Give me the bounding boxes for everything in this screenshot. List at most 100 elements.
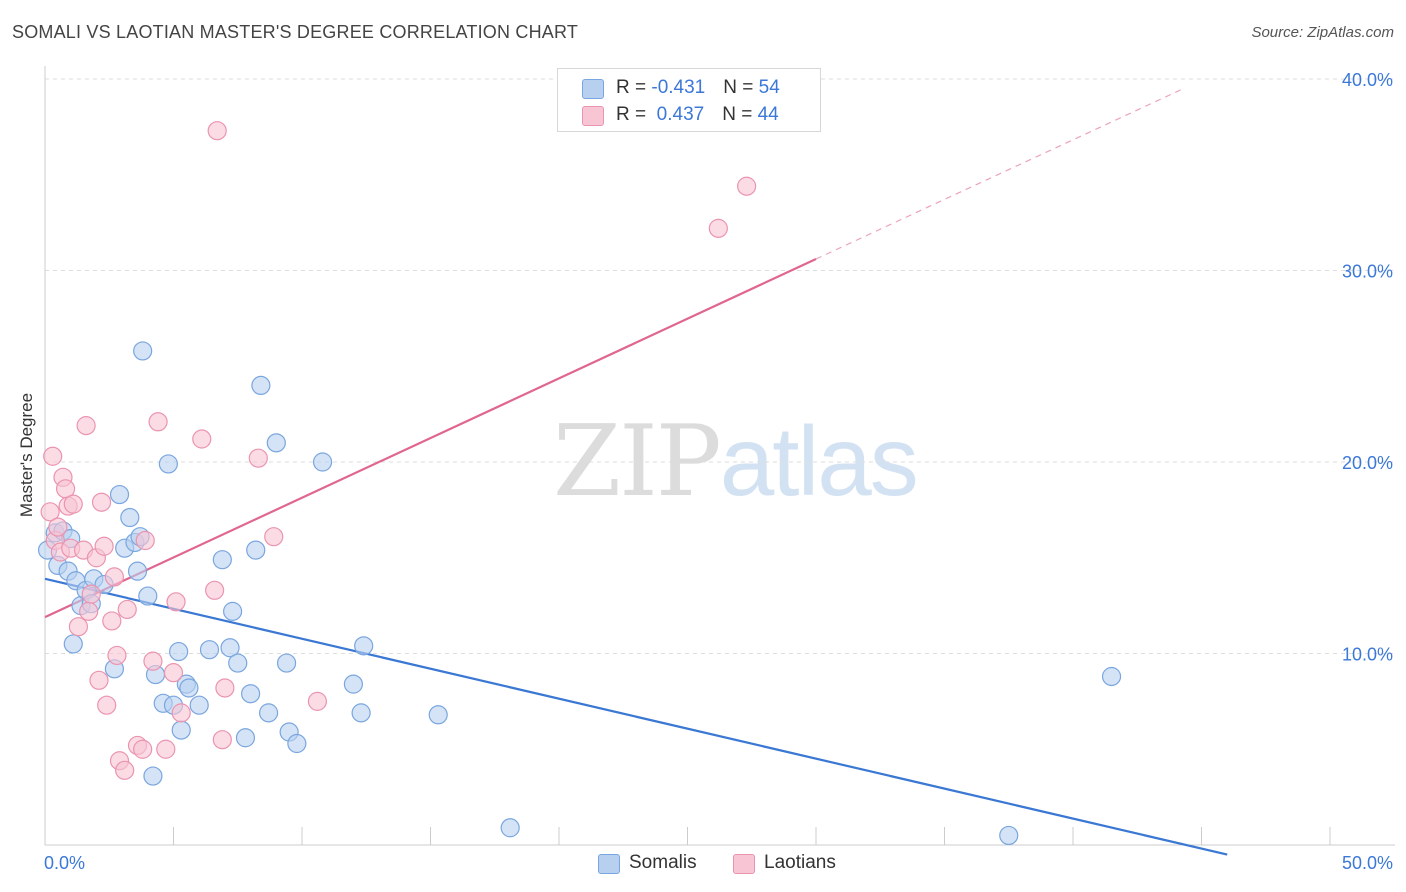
somalis-point: [127, 561, 148, 581]
somalis-point: [428, 705, 448, 725]
legend-stats-laotians: R = 0.437 N = 44: [616, 104, 779, 126]
trend-lines: [44, 88, 1228, 856]
somalis-point: [158, 454, 178, 474]
r-label: R =: [616, 104, 652, 125]
somalis-point: [999, 825, 1019, 846]
laotians-trend-line: [44, 258, 817, 619]
data-points: [37, 121, 1122, 846]
grid-lines: [45, 78, 1395, 654]
laotians-point: [307, 691, 328, 711]
n-value: 54: [758, 77, 780, 98]
laotians-point: [171, 703, 191, 723]
somalis-point: [212, 550, 232, 570]
r-label: R =: [616, 77, 652, 98]
somalis-point: [109, 484, 130, 505]
laotians-point: [94, 536, 114, 556]
r-value: 0.437: [651, 104, 705, 125]
somalis-swatch: [598, 854, 620, 874]
laotians-point: [264, 527, 284, 547]
x-tick-label: 50.0%: [1342, 853, 1393, 873]
laotians-swatch: [733, 854, 755, 874]
source-label: Source: ZipAtlas.com: [1251, 24, 1394, 41]
laotians-point: [156, 739, 176, 759]
somalis-point: [138, 586, 158, 606]
legend-label-laotians: Laotians: [764, 852, 836, 873]
y-axis-title: Master's Degree: [17, 392, 36, 518]
somalis-swatch: [582, 79, 604, 99]
laotians-point: [205, 580, 225, 600]
laotians-point: [708, 218, 728, 238]
laotians-point: [48, 517, 68, 537]
laotians-point: [212, 730, 232, 750]
laotians-swatch: [582, 106, 604, 126]
laotians-point: [117, 599, 137, 620]
somalis-point: [1101, 666, 1122, 687]
laotians-point: [248, 448, 268, 468]
laotians-point: [79, 601, 99, 621]
somalis-point: [287, 733, 307, 754]
laotians-point: [737, 176, 757, 196]
laotians-point: [192, 429, 212, 449]
somalis-point: [246, 540, 266, 560]
somalis-point: [171, 720, 191, 740]
chart-title: SOMALI VS LAOTIAN MASTER'S DEGREE CORREL…: [12, 22, 579, 42]
n-label: N =: [722, 104, 758, 125]
somalis-point: [351, 703, 371, 723]
laotians-point: [89, 670, 109, 690]
x-tick-label: 0.0%: [44, 853, 85, 873]
laotians-point: [104, 567, 124, 587]
r-value: -0.431: [651, 77, 706, 98]
somalis-point: [258, 703, 279, 723]
somalis-point: [133, 341, 153, 361]
tick-labels: 10.0% 20.0% 30.0% 40.0% 0.0% 50.0%: [44, 70, 1393, 873]
n-value: 44: [757, 104, 779, 125]
somalis-point: [241, 684, 261, 704]
laotians-point: [166, 592, 186, 612]
laotians-point: [91, 492, 112, 512]
correlation-legend: R = -0.431 N = 54 R = 0.437 N = 44: [557, 68, 821, 132]
somalis-point: [343, 674, 363, 694]
somalis-point: [179, 678, 199, 698]
axes: [44, 66, 1395, 846]
n-label: N =: [723, 77, 759, 98]
somalis-point: [312, 452, 333, 472]
legend-label-somalis: Somalis: [629, 852, 697, 873]
somalis-point: [500, 818, 520, 838]
watermark-atlas: atlas: [719, 406, 919, 516]
somalis-point: [189, 695, 209, 715]
laotians-trend-extension: [815, 88, 1184, 260]
somalis-point: [228, 653, 248, 673]
somalis-point: [120, 507, 140, 528]
somalis-point: [143, 766, 163, 786]
legend-stats-somalis: R = -0.431 N = 54: [616, 77, 780, 99]
laotians-point: [81, 584, 101, 604]
y-tick-label: 30.0%: [1342, 262, 1393, 282]
laotians-point: [115, 760, 135, 780]
y-tick-label: 10.0%: [1342, 645, 1393, 665]
laotians-point: [143, 651, 163, 671]
laotians-point: [40, 502, 60, 522]
somalis-point: [169, 641, 189, 662]
laotians-point: [135, 530, 155, 551]
somalis-point: [251, 375, 271, 395]
laotians-point: [76, 416, 96, 436]
somalis-point: [220, 638, 240, 658]
laotians-point: [133, 739, 153, 759]
somalis-point: [354, 636, 374, 656]
laotians-point: [43, 446, 63, 466]
laotians-point: [107, 645, 127, 666]
watermark: ZIPatlas: [553, 405, 919, 519]
y-tick-label: 20.0%: [1342, 453, 1393, 473]
laotians-point: [207, 121, 227, 141]
laotians-point: [68, 617, 89, 637]
somalis-point: [223, 601, 243, 621]
somalis-point: [266, 433, 286, 453]
somalis-point: [276, 653, 297, 673]
laotians-point: [148, 412, 168, 432]
laotians-point: [215, 678, 235, 698]
laotians-point: [63, 494, 83, 514]
y-tick-label: 40.0%: [1342, 70, 1393, 90]
laotians-point: [97, 695, 117, 715]
laotians-point: [163, 663, 184, 683]
